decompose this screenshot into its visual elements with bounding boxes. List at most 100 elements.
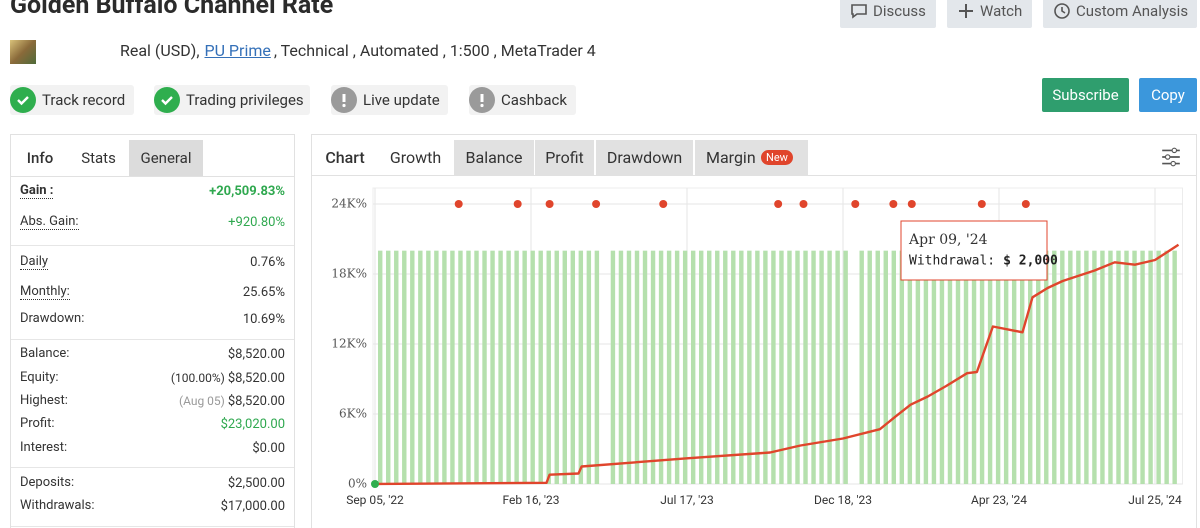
badge: Cashback — [469, 85, 576, 115]
stats-tab[interactable]: Stats — [69, 140, 128, 176]
badge: Track record — [10, 85, 134, 115]
stat-label: Equity: — [20, 370, 59, 385]
exclamation — [480, 103, 484, 108]
icon — [1164, 154, 1171, 160]
button-icon — [959, 4, 973, 18]
account-details: , Technical , Automated , 1:500 , MetaTr… — [273, 41, 596, 60]
chart-tab[interactable]: Balance — [454, 140, 534, 175]
action-button[interactable]: Copy — [1139, 78, 1197, 112]
stat-label: Withdrawals: — [20, 498, 95, 513]
badge-label: Cashback — [501, 91, 567, 109]
tab-label: Drawdown — [606, 148, 683, 167]
chart-tab[interactable]: Drawdown — [596, 140, 693, 175]
tab-label: Info — [26, 149, 54, 167]
badge-icon — [154, 87, 180, 113]
icon — [1054, 3, 1070, 19]
icon — [1061, 7, 1066, 14]
icon — [1170, 160, 1176, 167]
badge-glyph — [161, 96, 173, 106]
badge: Live update — [331, 85, 448, 115]
tab-label: Stats — [81, 149, 116, 167]
page-title: Golden Buffalo Channel Rate — [10, 0, 334, 20]
stat-value: $23,020.00 — [220, 417, 285, 432]
stat-value: $2,500.00 — [227, 476, 285, 491]
check — [17, 96, 29, 106]
stat-label: Highest: — [20, 393, 68, 408]
button-label: Custom Analysis — [1076, 2, 1189, 20]
stats-tab-bar — [11, 176, 294, 177]
header-button[interactable]: Custom Analysis — [1043, 0, 1197, 28]
action-label: Copy — [1151, 86, 1185, 104]
stat-value: 25.65% — [242, 285, 285, 300]
stat-label: Gain : — [20, 183, 54, 199]
tab-label: Balance — [465, 148, 523, 167]
stat-label: Deposits: — [20, 475, 75, 490]
badge-glyph — [480, 94, 484, 108]
badge-icon — [331, 87, 357, 113]
action-button[interactable]: Subscribe — [1042, 78, 1129, 112]
header-button[interactable]: Watch — [947, 0, 1032, 28]
stat-note: (Aug 05) — [178, 394, 225, 408]
settings-icon — [1162, 147, 1180, 167]
avatar — [10, 40, 36, 64]
stat-value: $8,520.00 — [227, 371, 285, 386]
stat-value: $8,520.00 — [227, 347, 285, 362]
separator — [11, 339, 294, 340]
stat-note: (100.00%) — [170, 371, 225, 385]
stat-value: $17,000.00 — [220, 499, 285, 514]
stat-value: +20,509.83% — [209, 184, 285, 199]
separator — [11, 526, 294, 527]
stats-tab[interactable]: General — [129, 140, 203, 176]
chart-tab[interactable]: Chart — [312, 140, 378, 175]
badge-label: Track record — [42, 91, 126, 109]
chart-panel — [311, 134, 1197, 528]
chart-tab[interactable]: Growth — [378, 140, 453, 175]
icon — [1171, 147, 1178, 154]
stat-value: 10.69% — [242, 312, 285, 327]
tab-label: Margin — [706, 148, 756, 167]
button-label: Watch — [980, 2, 1023, 20]
button-icon — [1054, 3, 1070, 19]
badge-label: Trading privileges — [186, 91, 304, 109]
icon — [851, 4, 867, 19]
chart-tab-bar — [312, 175, 1196, 176]
button-icon — [851, 4, 867, 19]
stat-value: $0.00 — [252, 441, 285, 456]
stats-panel — [10, 134, 295, 528]
account-info: Real (USD), PU Prime, Technical , Automat… — [120, 41, 596, 60]
tab-label: Chart — [325, 148, 365, 167]
header-button[interactable]: Discuss — [840, 0, 936, 28]
account-broker[interactable]: PU Prime — [204, 41, 271, 60]
stat-label: Abs. Gain: — [20, 214, 79, 230]
chart-tab[interactable]: Profit — [535, 140, 594, 175]
stat-label: Profit: — [20, 416, 55, 431]
stat-label: Balance: — [20, 346, 70, 361]
account-type: Real (USD), — [120, 41, 200, 60]
stat-label: Interest: — [20, 440, 68, 455]
stat-label: Monthly: — [20, 284, 70, 300]
separator — [11, 467, 294, 468]
new-badge: New — [761, 150, 793, 165]
button-label: Discuss — [873, 2, 926, 20]
badge-glyph — [342, 94, 346, 108]
stat-value: 0.76% — [250, 255, 285, 270]
badge-glyph — [17, 96, 29, 106]
separator — [11, 245, 294, 246]
icon — [1162, 149, 1180, 165]
tab-label: Growth — [389, 148, 442, 167]
action-label: Subscribe — [1052, 86, 1119, 104]
badge-icon — [10, 87, 36, 113]
stat-value: $8,520.00 — [227, 394, 285, 409]
stat-label: Daily — [20, 254, 49, 270]
tab-label: General — [140, 149, 192, 167]
badge: Trading privileges — [154, 85, 310, 115]
badge-icon — [469, 87, 495, 113]
chart-tab[interactable]: Margin New — [695, 140, 808, 175]
stat-value: +920.80% — [228, 215, 285, 230]
stats-tab[interactable]: Info — [12, 140, 68, 176]
stat-label: Drawdown: — [20, 311, 85, 326]
icon — [959, 4, 973, 18]
tab-label: Profit — [545, 148, 584, 167]
badge-label: Live update — [363, 91, 440, 109]
